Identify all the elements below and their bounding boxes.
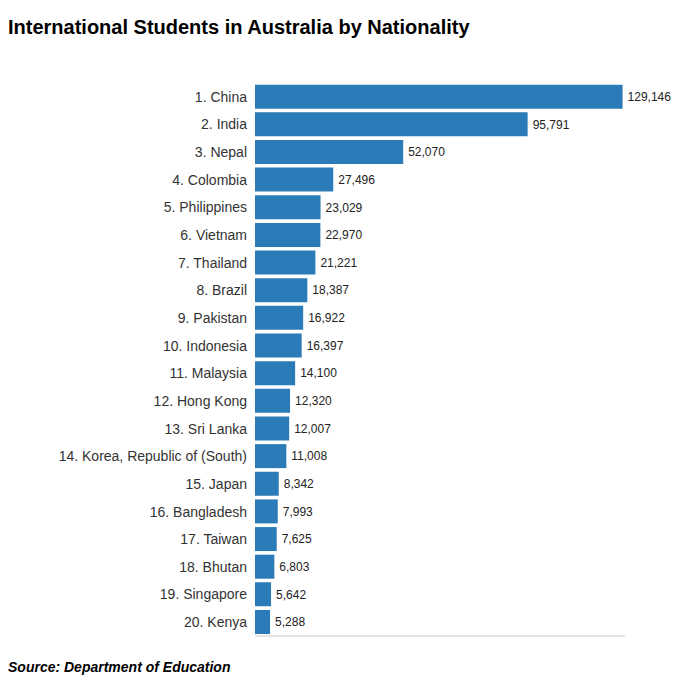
svg-text:7,625: 7,625 — [282, 532, 312, 546]
svg-text:7. Thailand: 7. Thailand — [178, 255, 247, 271]
svg-text:11,008: 11,008 — [291, 449, 327, 463]
svg-text:7,993: 7,993 — [283, 505, 313, 519]
svg-text:21,221: 21,221 — [320, 256, 357, 270]
svg-text:18. Bhutan: 18. Bhutan — [179, 559, 247, 575]
svg-text:5,288: 5,288 — [275, 615, 305, 629]
svg-text:18,387: 18,387 — [312, 283, 349, 297]
svg-text:1. China: 1. China — [195, 89, 247, 105]
svg-text:10. Indonesia: 10. Indonesia — [163, 338, 247, 354]
svg-text:17. Taiwan: 17. Taiwan — [180, 531, 247, 547]
svg-text:3. Nepal: 3. Nepal — [195, 144, 247, 160]
html-text:Source: Department of Educatio: Source: Department of Education — [8, 659, 231, 675]
svg-text:12,007: 12,007 — [294, 422, 331, 436]
svg-text:22,970: 22,970 — [325, 228, 362, 242]
svg-text:4. Colombia: 4. Colombia — [172, 172, 247, 188]
svg-text:16. Bangladesh: 16. Bangladesh — [150, 504, 247, 520]
svg-text:13. Sri Lanka: 13. Sri Lanka — [165, 421, 248, 437]
svg-text:129,146: 129,146 — [628, 90, 672, 104]
svg-text:16,397: 16,397 — [307, 339, 344, 353]
svg-text:16,922: 16,922 — [308, 311, 345, 325]
svg-text:19. Singapore: 19. Singapore — [160, 586, 247, 602]
html-text:International Students in Aust: International Students in Australia by N… — [8, 16, 470, 38]
svg-text:6. Vietnam: 6. Vietnam — [180, 227, 247, 243]
svg-text:52,070: 52,070 — [408, 145, 445, 159]
svg-text:15. Japan: 15. Japan — [186, 476, 248, 492]
svg-text:8,342: 8,342 — [284, 477, 314, 491]
svg-text:20. Kenya: 20. Kenya — [184, 614, 247, 630]
svg-text:6,803: 6,803 — [279, 560, 309, 574]
svg-text:14,100: 14,100 — [300, 366, 337, 380]
svg-text:9. Pakistan: 9. Pakistan — [178, 310, 247, 326]
svg-text:95,791: 95,791 — [533, 118, 570, 132]
svg-text:5. Philippines: 5. Philippines — [164, 199, 247, 215]
svg-text:2. India: 2. India — [201, 116, 247, 132]
svg-text:27,496: 27,496 — [338, 173, 375, 187]
svg-text:5,642: 5,642 — [276, 588, 306, 602]
svg-text:8. Brazil: 8. Brazil — [196, 282, 247, 298]
svg-text:14. Korea, Republic of (South): 14. Korea, Republic of (South) — [59, 448, 247, 464]
svg-text:23,029: 23,029 — [326, 201, 363, 215]
svg-text:12. Hong Kong: 12. Hong Kong — [154, 393, 247, 409]
svg-text:12,320: 12,320 — [295, 394, 332, 408]
svg-text:11. Malaysia: 11. Malaysia — [169, 365, 247, 381]
